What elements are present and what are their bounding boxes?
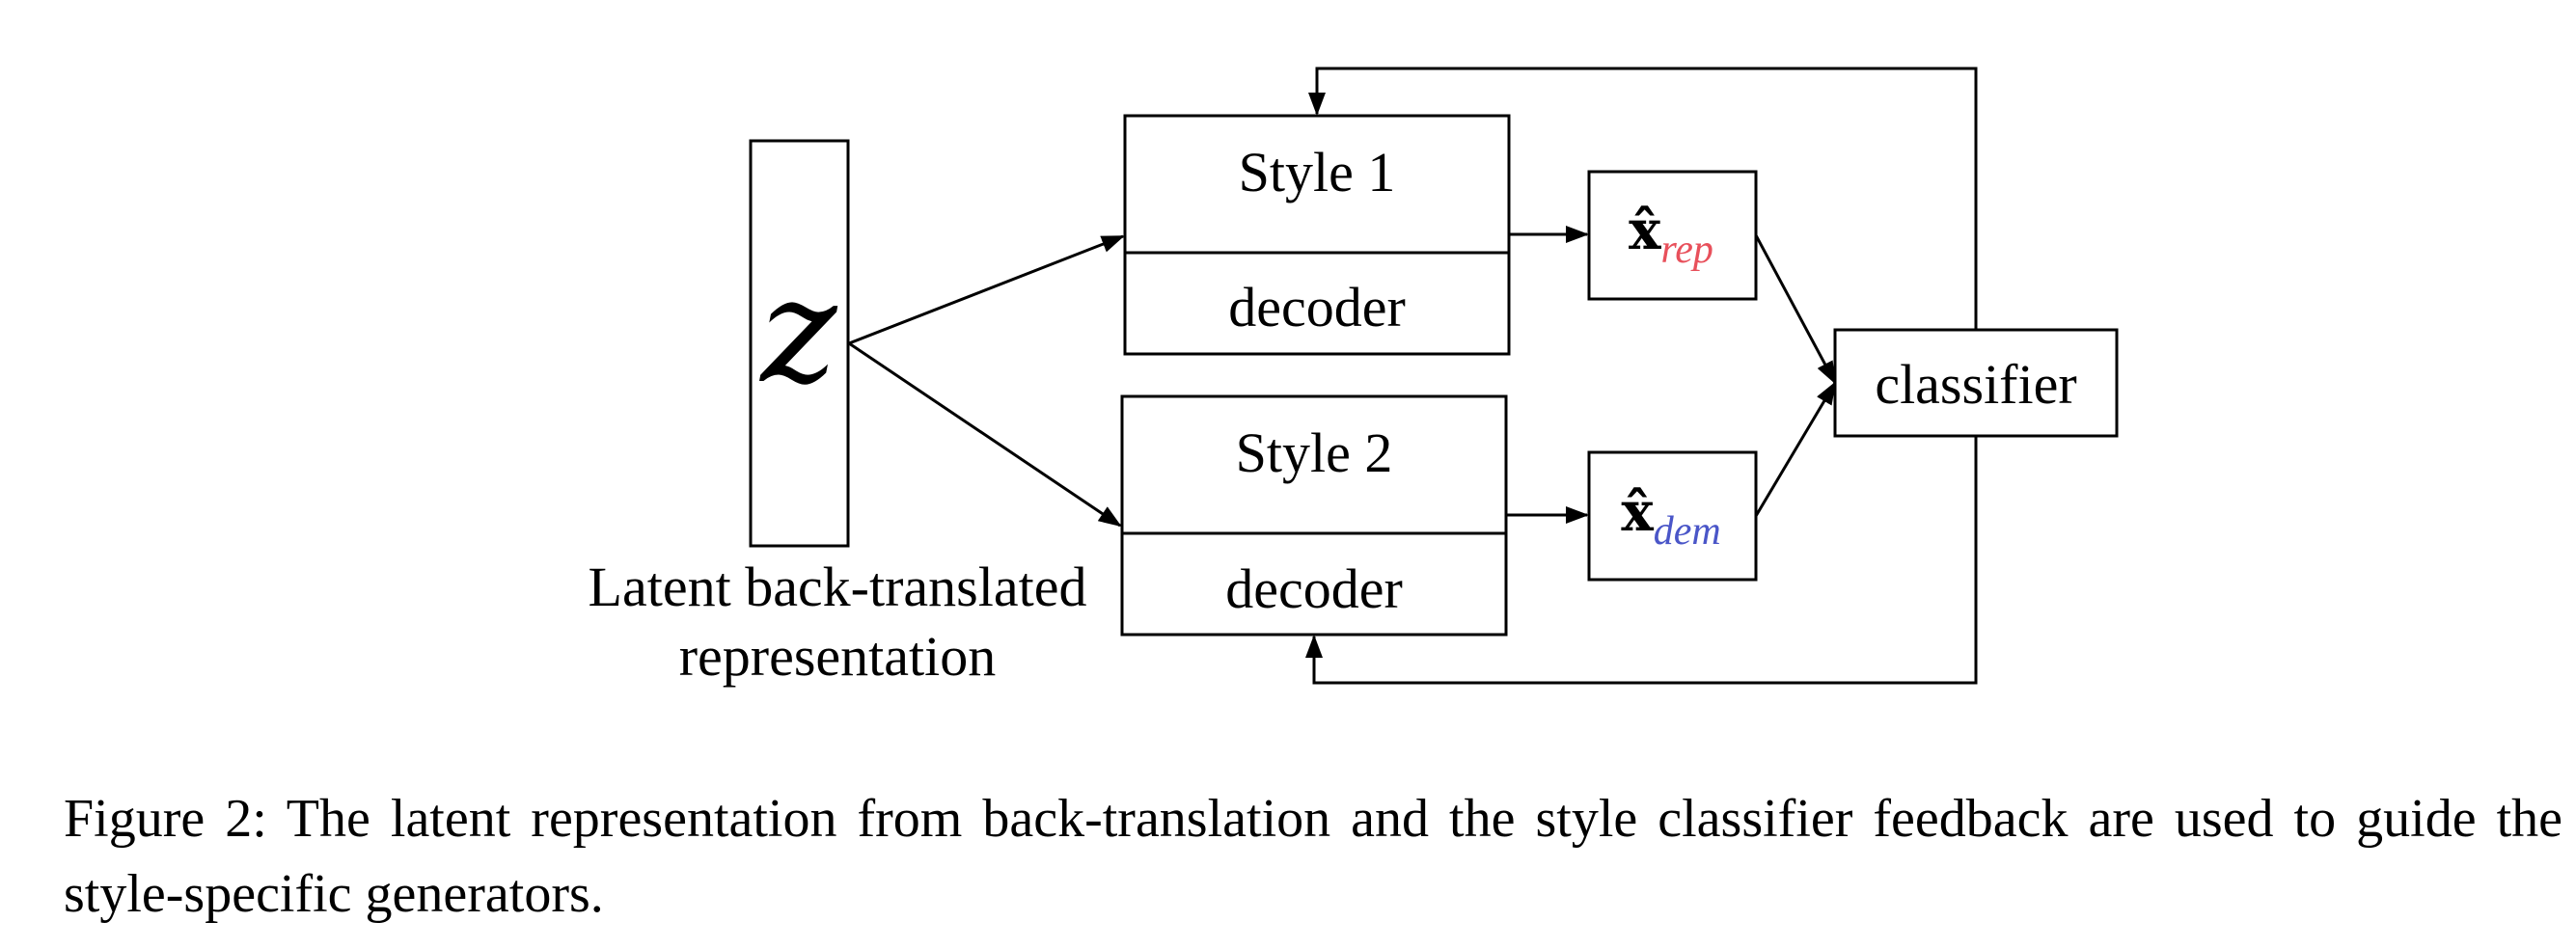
output-dem-label: x̂dem <box>1621 480 1720 554</box>
figure-caption: Figure 2: The latent representation from… <box>64 789 2562 924</box>
style-1-label: Style 1 <box>1239 141 1396 203</box>
style-2-decoder-block: Style 2 decoder <box>1120 394 1508 637</box>
feedback-to-style-2 <box>1305 436 1978 685</box>
arrow-z-to-style-1 <box>848 234 1125 345</box>
decoder-1-label: decoder <box>1228 276 1406 339</box>
arrow-rep-to-classifier <box>1754 234 1837 385</box>
classifier-box: classifier <box>1833 328 2119 438</box>
style-2-label: Style 2 <box>1236 421 1393 484</box>
output-dem-box: x̂dem <box>1587 450 1758 582</box>
latent-caption-line2: representation <box>679 625 997 688</box>
output-rep-symbol: x̂ <box>1629 199 1661 262</box>
arrow-z-to-style-2 <box>848 341 1122 528</box>
latent-caption-line1: Latent back-translated <box>589 556 1087 618</box>
classifier-label: classifier <box>1875 353 2076 416</box>
latent-z-box: z <box>749 139 850 548</box>
arrow-dem-to-classifier <box>1754 381 1837 517</box>
output-dem-symbol: x̂ <box>1621 480 1654 544</box>
output-dem-subscript: dem <box>1654 509 1721 554</box>
latent-z-symbol: z <box>758 248 837 416</box>
output-rep-subscript: rep <box>1660 228 1713 272</box>
output-rep-label: x̂rep <box>1629 199 1713 272</box>
decoder-2-label: decoder <box>1225 557 1403 620</box>
output-rep-box: x̂rep <box>1587 170 1758 301</box>
style-1-decoder-block: Style 1 decoder <box>1123 114 1511 356</box>
feedback-to-style-1 <box>1308 67 1978 330</box>
